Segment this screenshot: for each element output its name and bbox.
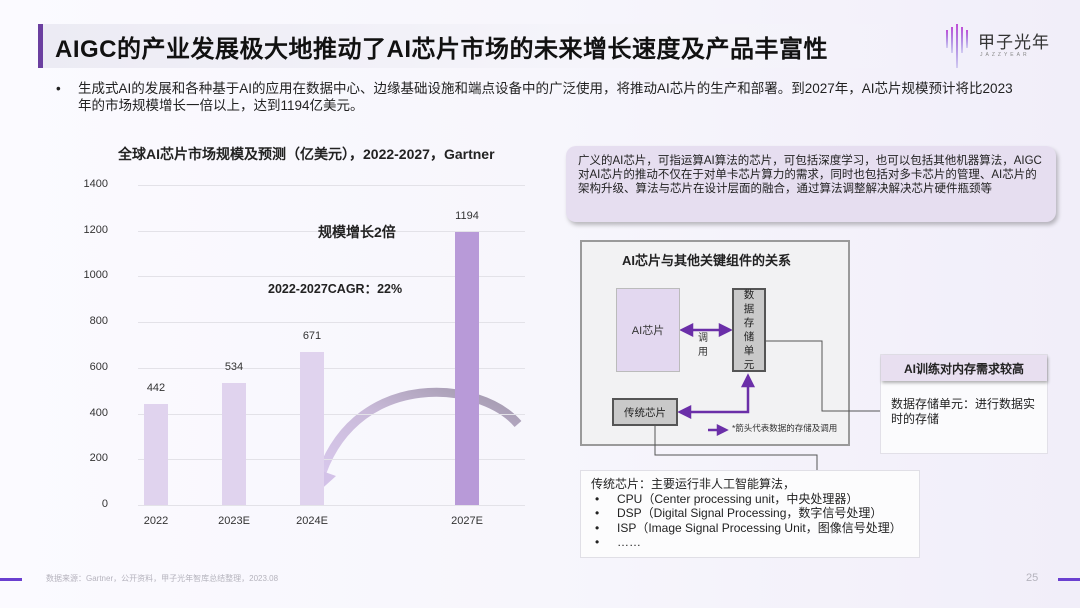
storage-char: 储 bbox=[743, 331, 755, 343]
storage-char: 据 bbox=[743, 303, 755, 315]
gridline bbox=[138, 505, 525, 506]
memory-demand-box: AI训练对内存需求较高 数据存储单元：进行数据实时的存储 bbox=[880, 354, 1048, 454]
logo-subtext: JAZZYEAR bbox=[980, 52, 1030, 58]
gridline bbox=[138, 322, 525, 324]
list-item: • …… bbox=[591, 535, 909, 550]
bullet-dot: • bbox=[595, 520, 600, 535]
bar-value-label: 1194 bbox=[455, 210, 479, 223]
x-tick-label: 2023E bbox=[218, 515, 250, 527]
y-tick-label: 400 bbox=[89, 406, 108, 419]
bar-value-label: 534 bbox=[224, 360, 244, 373]
memory-demand-body: 数据存储单元：进行数据实时的存储 bbox=[891, 397, 1036, 426]
storage-char: 存 bbox=[743, 317, 755, 329]
traditional-chip-label: 传统芯片 bbox=[624, 406, 666, 419]
bar-2022 bbox=[144, 403, 168, 505]
relationship-diagram: AI芯片与其他关键组件的关系 AI芯片 数 据 存 储 单 元 调 用 传统芯片… bbox=[580, 240, 850, 446]
gridline bbox=[138, 459, 525, 461]
y-tick-label: 1200 bbox=[83, 223, 108, 236]
list-item: • DSP（Digital Signal Processing，数字信号处理） bbox=[591, 506, 909, 521]
storage-char: 数 bbox=[743, 289, 755, 301]
bar-2027E bbox=[455, 232, 479, 505]
gridline bbox=[138, 276, 525, 278]
ai-chip-label: AI芯片 bbox=[631, 325, 665, 337]
traditional-chip-block: 传统芯片 bbox=[612, 398, 678, 426]
traditional-chip-list: • CPU（Center processing unit，中央处理器） • DSP（… bbox=[591, 492, 909, 550]
cagr-annotation: 2022-2027CAGR：22% bbox=[268, 282, 403, 296]
chart-title: 全球AI芯片市场规模及预测（亿美元），2022-2027，Gartner bbox=[118, 146, 495, 162]
ai-chip-block: AI芯片 bbox=[616, 288, 680, 372]
page-number: 25 bbox=[1026, 572, 1039, 584]
x-tick-label: 2027E bbox=[451, 515, 483, 527]
y-tick-label: 0 bbox=[101, 498, 108, 510]
y-tick-label: 200 bbox=[89, 452, 108, 465]
y-tick-label: 1400 bbox=[83, 178, 108, 190]
list-item-text: ISP（Image Signal Processing Unit，图像信号处理） bbox=[617, 520, 902, 535]
list-item: • CPU（Center processing unit，中央处理器） bbox=[591, 492, 909, 507]
memory-demand-header: AI训练对内存需求较高 bbox=[881, 355, 1047, 381]
storage-char: 单 bbox=[743, 345, 755, 357]
storage-char: 元 bbox=[743, 359, 755, 371]
x-tick-label: 2022 bbox=[143, 515, 169, 527]
gridline bbox=[138, 185, 525, 186]
bullet-dot: • bbox=[595, 506, 600, 520]
arrow-legend: *箭头代表数据的存储及调用 bbox=[732, 423, 838, 433]
y-tick-label: 800 bbox=[89, 315, 108, 328]
gridline bbox=[138, 367, 525, 369]
traditional-chip-heading: 传统芯片：主要运行非人工智能算法， bbox=[591, 477, 796, 491]
diagram-arrows bbox=[677, 322, 756, 437]
data-source: 数据来源：Gartner，公开资料，甲子光年智库总结整理，2023.08 bbox=[46, 574, 279, 583]
gridline bbox=[138, 413, 525, 415]
footer-accent-right bbox=[1058, 578, 1080, 581]
bar-value-label: 442 bbox=[146, 381, 166, 394]
bullet-dot: • bbox=[595, 491, 600, 506]
logo-text: 甲子光年 bbox=[978, 33, 1050, 53]
intro-bullet: • 生成式AI的发展和各种基于AI的应用在数据中心、边缘基础设施和端点设备中的广… bbox=[56, 80, 1016, 114]
logo-bars-icon bbox=[946, 24, 968, 68]
y-tick-label: 1000 bbox=[83, 269, 108, 282]
bullet-dot: • bbox=[56, 81, 61, 96]
call-char: 调 bbox=[698, 333, 708, 344]
y-tick-label: 600 bbox=[89, 360, 108, 373]
definition-box: 广义的AI芯片，可指运算AI算法的芯片，可包括深度学习，也可以包括其他机器算法，… bbox=[566, 146, 1056, 222]
intro-text: 生成式AI的发展和各种基于AI的应用在数据中心、边缘基础设施和端点设备中的广泛使… bbox=[78, 81, 1013, 113]
list-item-text: …… bbox=[617, 535, 641, 549]
list-item-text: CPU（Center processing unit，中央处理器） bbox=[617, 491, 859, 506]
title-bar: AIGC的产业发展极大地推动了AI芯片市场的未来增长速度及产品丰富性 bbox=[38, 24, 918, 68]
list-item: • ISP（Image Signal Processing Unit，图像信号处理… bbox=[591, 521, 909, 536]
bullet-dot: • bbox=[595, 535, 600, 549]
diagram-title: AI芯片与其他关键组件的关系 bbox=[622, 253, 792, 268]
bar-value-label: 671 bbox=[302, 329, 322, 342]
bar-2023E bbox=[222, 382, 246, 505]
brand-logo: 甲子光年 JAZZYEAR bbox=[944, 22, 1054, 70]
bar-2024E bbox=[300, 351, 324, 505]
growth-annotation: 规模增长2倍 bbox=[318, 224, 396, 240]
x-tick-label: 2024E bbox=[296, 515, 328, 527]
gridline bbox=[138, 230, 525, 232]
list-item-text: DSP（Digital Signal Processing，数字信号处理） bbox=[617, 506, 883, 520]
call-label: 调 用 bbox=[696, 332, 710, 360]
call-char: 用 bbox=[698, 347, 708, 358]
bar-chart: 1400 1200 1000 800 600 400 200 0 442 2022 534 2023E… bbox=[80, 170, 525, 530]
storage-unit-block: 数 据 存 储 单 元 bbox=[732, 288, 766, 372]
footer-accent-left bbox=[0, 578, 22, 581]
definition-text: 广义的AI芯片，可指运算AI算法的芯片，可包括深度学习，也可以包括其他机器算法，… bbox=[578, 155, 1042, 195]
page-title: AIGC的产业发展极大地推动了AI芯片市场的未来增长速度及产品丰富性 bbox=[55, 35, 828, 63]
traditional-chip-box: 传统芯片：主要运行非人工智能算法， • CPU（Center processing… bbox=[580, 470, 920, 558]
